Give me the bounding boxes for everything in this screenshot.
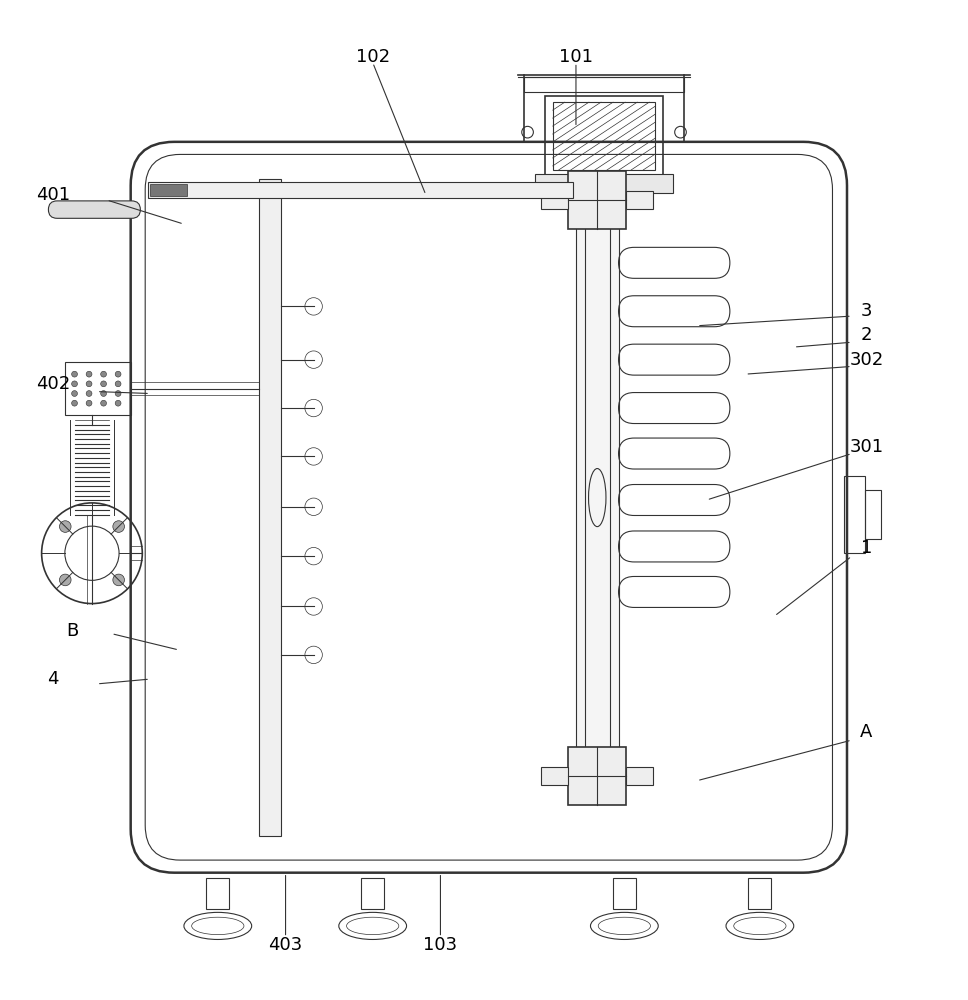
Bar — [844, 476, 865, 553]
Circle shape — [101, 371, 106, 377]
Text: A: A — [861, 723, 872, 741]
Circle shape — [101, 400, 106, 406]
Text: 402: 402 — [36, 375, 71, 393]
Circle shape — [115, 371, 121, 377]
Circle shape — [72, 381, 77, 387]
Text: 301: 301 — [849, 438, 884, 456]
Bar — [568, 747, 626, 805]
Circle shape — [72, 400, 77, 406]
Text: B: B — [67, 622, 78, 640]
Bar — [361, 878, 384, 909]
Circle shape — [115, 381, 121, 387]
Circle shape — [59, 574, 71, 586]
Circle shape — [101, 381, 106, 387]
Circle shape — [72, 371, 77, 377]
Bar — [524, 77, 684, 92]
Text: 2: 2 — [861, 326, 872, 344]
Bar — [541, 191, 568, 209]
Bar — [613, 878, 636, 909]
Text: 102: 102 — [355, 48, 390, 66]
Text: 4: 4 — [47, 670, 59, 688]
Bar — [206, 878, 229, 909]
FancyBboxPatch shape — [48, 201, 140, 218]
Text: 103: 103 — [423, 936, 458, 954]
Bar — [535, 174, 673, 193]
Text: 3: 3 — [861, 302, 872, 320]
Bar — [150, 184, 187, 196]
Bar — [553, 102, 655, 170]
Circle shape — [113, 574, 125, 586]
Bar — [545, 96, 663, 176]
Text: 302: 302 — [849, 351, 884, 369]
Circle shape — [72, 391, 77, 396]
Circle shape — [86, 391, 92, 396]
Text: 101: 101 — [559, 48, 593, 66]
Bar — [585, 200, 610, 776]
Bar — [626, 767, 653, 785]
Text: 401: 401 — [36, 186, 71, 204]
Circle shape — [86, 381, 92, 387]
Text: 1: 1 — [861, 539, 872, 557]
Bar — [65, 362, 131, 415]
Bar — [568, 171, 626, 229]
Circle shape — [86, 400, 92, 406]
Circle shape — [113, 521, 125, 532]
Bar — [626, 191, 653, 209]
Circle shape — [86, 371, 92, 377]
Bar — [865, 490, 881, 539]
Bar — [148, 182, 573, 198]
Bar — [748, 878, 771, 909]
Bar — [576, 195, 619, 781]
Circle shape — [101, 391, 106, 396]
Circle shape — [59, 521, 71, 532]
Circle shape — [115, 391, 121, 396]
Text: 403: 403 — [268, 936, 303, 954]
Bar — [259, 179, 281, 836]
Bar — [541, 767, 568, 785]
Circle shape — [115, 400, 121, 406]
